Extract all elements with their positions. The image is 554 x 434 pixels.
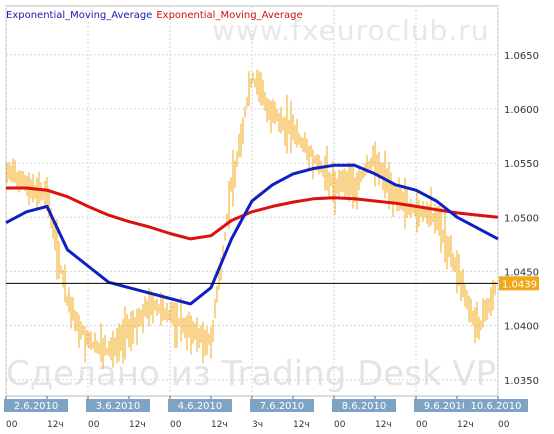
- last-price-label: 1.0439: [502, 279, 537, 290]
- time-tick-label: 00: [170, 420, 182, 430]
- time-tick-label: 00: [88, 420, 100, 430]
- y-tick-label: 1.0650: [504, 51, 539, 62]
- date-label: 3.6.2010: [96, 401, 141, 412]
- y-tick-label: 1.0550: [504, 159, 539, 170]
- y-tick-label: 1.0450: [504, 267, 539, 278]
- date-box: [332, 399, 396, 412]
- price-bars: [6, 69, 496, 369]
- date-label: 8.6.2010: [342, 401, 387, 412]
- date-label: 10.6.2010: [471, 401, 522, 412]
- time-tick-label: 00: [334, 420, 346, 430]
- ema-slow-line: [6, 186, 499, 241]
- time-tick-label: 12ч: [375, 420, 392, 430]
- y-tick-label: 1.0500: [504, 213, 539, 224]
- time-tick-label: 00: [416, 420, 428, 430]
- date-label: 2.6.2010: [14, 401, 59, 412]
- y-tick-label: 1.0600: [504, 105, 539, 116]
- date-box: [250, 399, 314, 412]
- legend-ema-fast: Exponential_Moving_Average: [6, 10, 153, 21]
- watermark-top: www.fxeuroclub.ru: [212, 14, 490, 47]
- y-tick-label: 1.0400: [504, 322, 539, 333]
- last-price-badge: [499, 276, 539, 291]
- date-box: [168, 399, 232, 412]
- time-tick-label: 3ч: [252, 420, 263, 430]
- time-tick-label: 12ч: [129, 420, 146, 430]
- date-label: 4.6.2010: [178, 401, 223, 412]
- date-label: 7.6.2010: [260, 401, 305, 412]
- time-tick-label: 12ч: [293, 420, 310, 430]
- date-box: [86, 399, 150, 412]
- date-box: [414, 399, 478, 412]
- date-label: 9.6.2010: [424, 401, 469, 412]
- time-tick-label: 00: [6, 420, 18, 430]
- time-tick-label: 00: [498, 420, 510, 430]
- ema-fast-line: [5, 163, 499, 306]
- legend-ema-slow: Exponential_Moving_Average: [156, 10, 303, 21]
- time-tick-label: 12ч: [211, 420, 228, 430]
- time-tick-label: 12ч: [47, 420, 64, 430]
- date-box: [4, 399, 68, 412]
- y-tick-label: 1.0350: [504, 376, 539, 387]
- date-box: [464, 399, 528, 412]
- legend: Exponential_Moving_Average Exponential_Mo…: [6, 10, 303, 21]
- time-tick-label: 12ч: [457, 420, 474, 430]
